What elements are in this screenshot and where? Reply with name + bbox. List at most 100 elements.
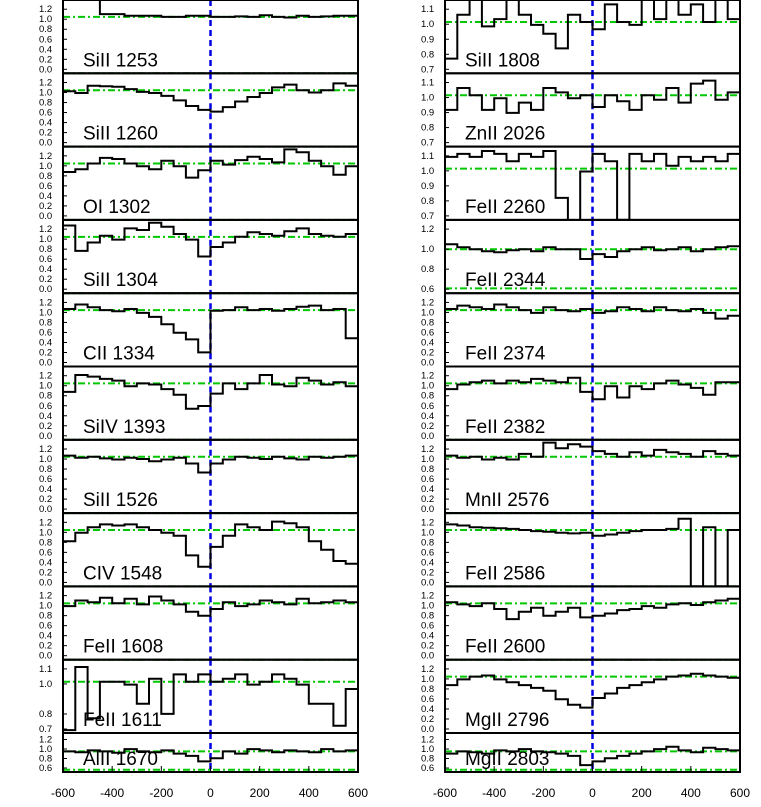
y-tick-label: 1.2: [421, 591, 434, 602]
y-tick-label: 0.9: [421, 108, 434, 119]
flux-series: [445, 79, 740, 114]
y-tick-label: 0.7: [421, 64, 434, 75]
y-tick-label: 1.2: [421, 224, 434, 235]
y-tick-label: 0.8: [39, 98, 52, 109]
y-tick-label: 0.2: [39, 54, 52, 65]
panel-label: FeII 2260: [465, 197, 545, 218]
panel-label: MgII 2803: [465, 749, 550, 770]
y-tick-label: 0.2: [421, 567, 434, 578]
y-tick-label: 0.6: [421, 763, 434, 774]
y-tick-label: 1.2: [421, 517, 434, 528]
flux-series: [63, 221, 358, 258]
panel-siii-1260: 0.00.20.40.60.81.01.2 SiII 1260: [39, 72, 359, 149]
flux-series: [445, 0, 740, 60]
y-tick-label: 0.4: [421, 704, 434, 715]
panel-feii-2382: 0.00.20.40.60.81.01.2 FeII 2382: [421, 365, 741, 442]
y-tick-label: 0.0: [39, 284, 52, 295]
flux-series: [445, 441, 740, 461]
panel-label: FeII 2344: [465, 270, 546, 291]
y-tick-label: 0.4: [39, 264, 52, 275]
y-tick-label: 0.0: [39, 504, 52, 515]
y-tick-label: 1.2: [421, 371, 434, 382]
y-tick-label: 0.8: [39, 24, 52, 35]
flux-series: [445, 243, 740, 260]
y-tick-label: 1.0: [421, 19, 434, 30]
y-tick-label: 0.7: [421, 211, 434, 222]
panel-siii-1808: 0.7 0.8 0.9 1.0 1.1 SiII 1808: [421, 0, 741, 75]
y-tick-label: 0.4: [421, 557, 434, 568]
y-tick-label: 0.0: [39, 577, 52, 588]
panel-label: SiII 1526: [83, 490, 158, 511]
y-tick-label: 0.0: [421, 431, 434, 442]
x-tick-label: 0: [589, 786, 596, 800]
y-tick-label: 1.0: [39, 14, 52, 25]
y-tick-label: 1.2: [421, 734, 434, 745]
flux-series: [63, 454, 358, 474]
y-tick-label: 0.8: [421, 264, 434, 275]
y-tick-label: 1.1: [421, 151, 434, 162]
panel-feii-2586: 0.00.20.40.60.81.01.2 FeII 2586: [421, 512, 741, 588]
y-tick-label: 0.8: [39, 537, 52, 548]
y-tick-label: 1.1: [39, 664, 52, 675]
y-tick-label: 0.8: [39, 317, 52, 328]
panel-alii-1670: 0.60.81.01.2 AlII 1670: [39, 732, 359, 774]
y-tick-label: 0.6: [421, 621, 434, 632]
flux-series: [445, 597, 740, 621]
y-tick-label: 0.6: [421, 284, 434, 295]
flux-series: [63, 303, 358, 354]
panel-label: SiII 1253: [83, 50, 158, 71]
panel-label: FeII 2600: [465, 637, 545, 658]
panel-label: FeII 2382: [465, 417, 545, 438]
y-tick-label: 0.0: [39, 358, 52, 369]
panel-label: FeII 2586: [465, 563, 545, 584]
y-tick-label: 0.6: [421, 474, 434, 485]
y-tick-label: 0.2: [421, 714, 434, 725]
x-tick-label: 600: [348, 786, 368, 800]
y-tick-label: 0.2: [39, 347, 52, 358]
flux-series: [445, 303, 740, 320]
x-tick-label: -400: [100, 786, 124, 800]
y-tick-label: 1.0: [39, 679, 52, 690]
y-tick-label: 0.8: [421, 684, 434, 695]
flux-series: [445, 672, 740, 709]
y-tick-label: 0.0: [421, 577, 434, 588]
panel-label: MgII 2796: [465, 710, 550, 731]
panel-mgii-2796: 0.00.20.40.60.81.01.2 MgII 2796: [421, 658, 741, 735]
y-tick-label: 0.4: [39, 484, 52, 495]
x-tick-label: 600: [730, 786, 750, 800]
y-tick-label: 1.2: [39, 371, 52, 382]
y-tick-label: 1.0: [421, 93, 434, 104]
y-tick-label: 0.8: [421, 464, 434, 475]
panel-feii-1611: 0.7 0.8 1.0 1.1 FeII 1611: [39, 658, 359, 735]
y-tick-label: 0.0: [421, 651, 434, 662]
panel-label: SiIV 1393: [83, 417, 165, 438]
y-tick-label: 0.8: [421, 391, 434, 402]
y-tick-label: 0.8: [39, 464, 52, 475]
y-tick-label: 1.0: [39, 307, 52, 318]
panel-label: MnII 2576: [465, 490, 550, 511]
x-tick-label: -600: [433, 786, 457, 800]
y-tick-label: 0.0: [39, 431, 52, 442]
y-tick-label: 0.2: [39, 567, 52, 578]
y-tick-label: 1.2: [39, 224, 52, 235]
y-tick-label: 1.2: [39, 444, 52, 455]
x-tick-label: 200: [250, 786, 270, 800]
y-tick-label: 0.8: [421, 196, 434, 207]
y-tick-label: 0.2: [421, 347, 434, 358]
y-tick-label: 0.4: [39, 411, 52, 422]
y-tick-label: 0.8: [421, 317, 434, 328]
y-tick-label: 0.6: [39, 763, 52, 774]
y-tick-label: 0.7: [421, 138, 434, 149]
y-tick-label: 1.2: [39, 151, 52, 162]
y-tick-label: 0.8: [39, 709, 52, 720]
y-tick-label: 1.2: [39, 517, 52, 528]
y-tick-label: 0.6: [421, 327, 434, 338]
flux-series: [63, 374, 358, 410]
y-tick-label: 0.4: [421, 411, 434, 422]
y-tick-label: 1.0: [421, 601, 434, 612]
flux-series: [445, 745, 740, 767]
panel-label: FeII 1608: [83, 637, 163, 658]
panel-label: CIV 1548: [83, 563, 162, 584]
y-tick-label: 1.2: [39, 734, 52, 745]
panel-siii-1304: 0.00.20.40.60.81.01.2 SiII 1304: [39, 218, 359, 295]
